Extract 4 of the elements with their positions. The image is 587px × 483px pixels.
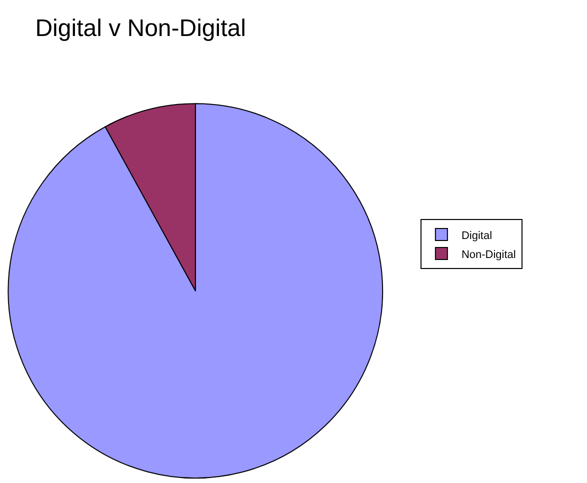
pie-slice — [8, 103, 384, 478]
chart-title: Digital v Non-Digital — [35, 15, 246, 42]
legend-label: Digital — [461, 230, 492, 242]
legend-label: Non-Digital — [461, 248, 516, 261]
